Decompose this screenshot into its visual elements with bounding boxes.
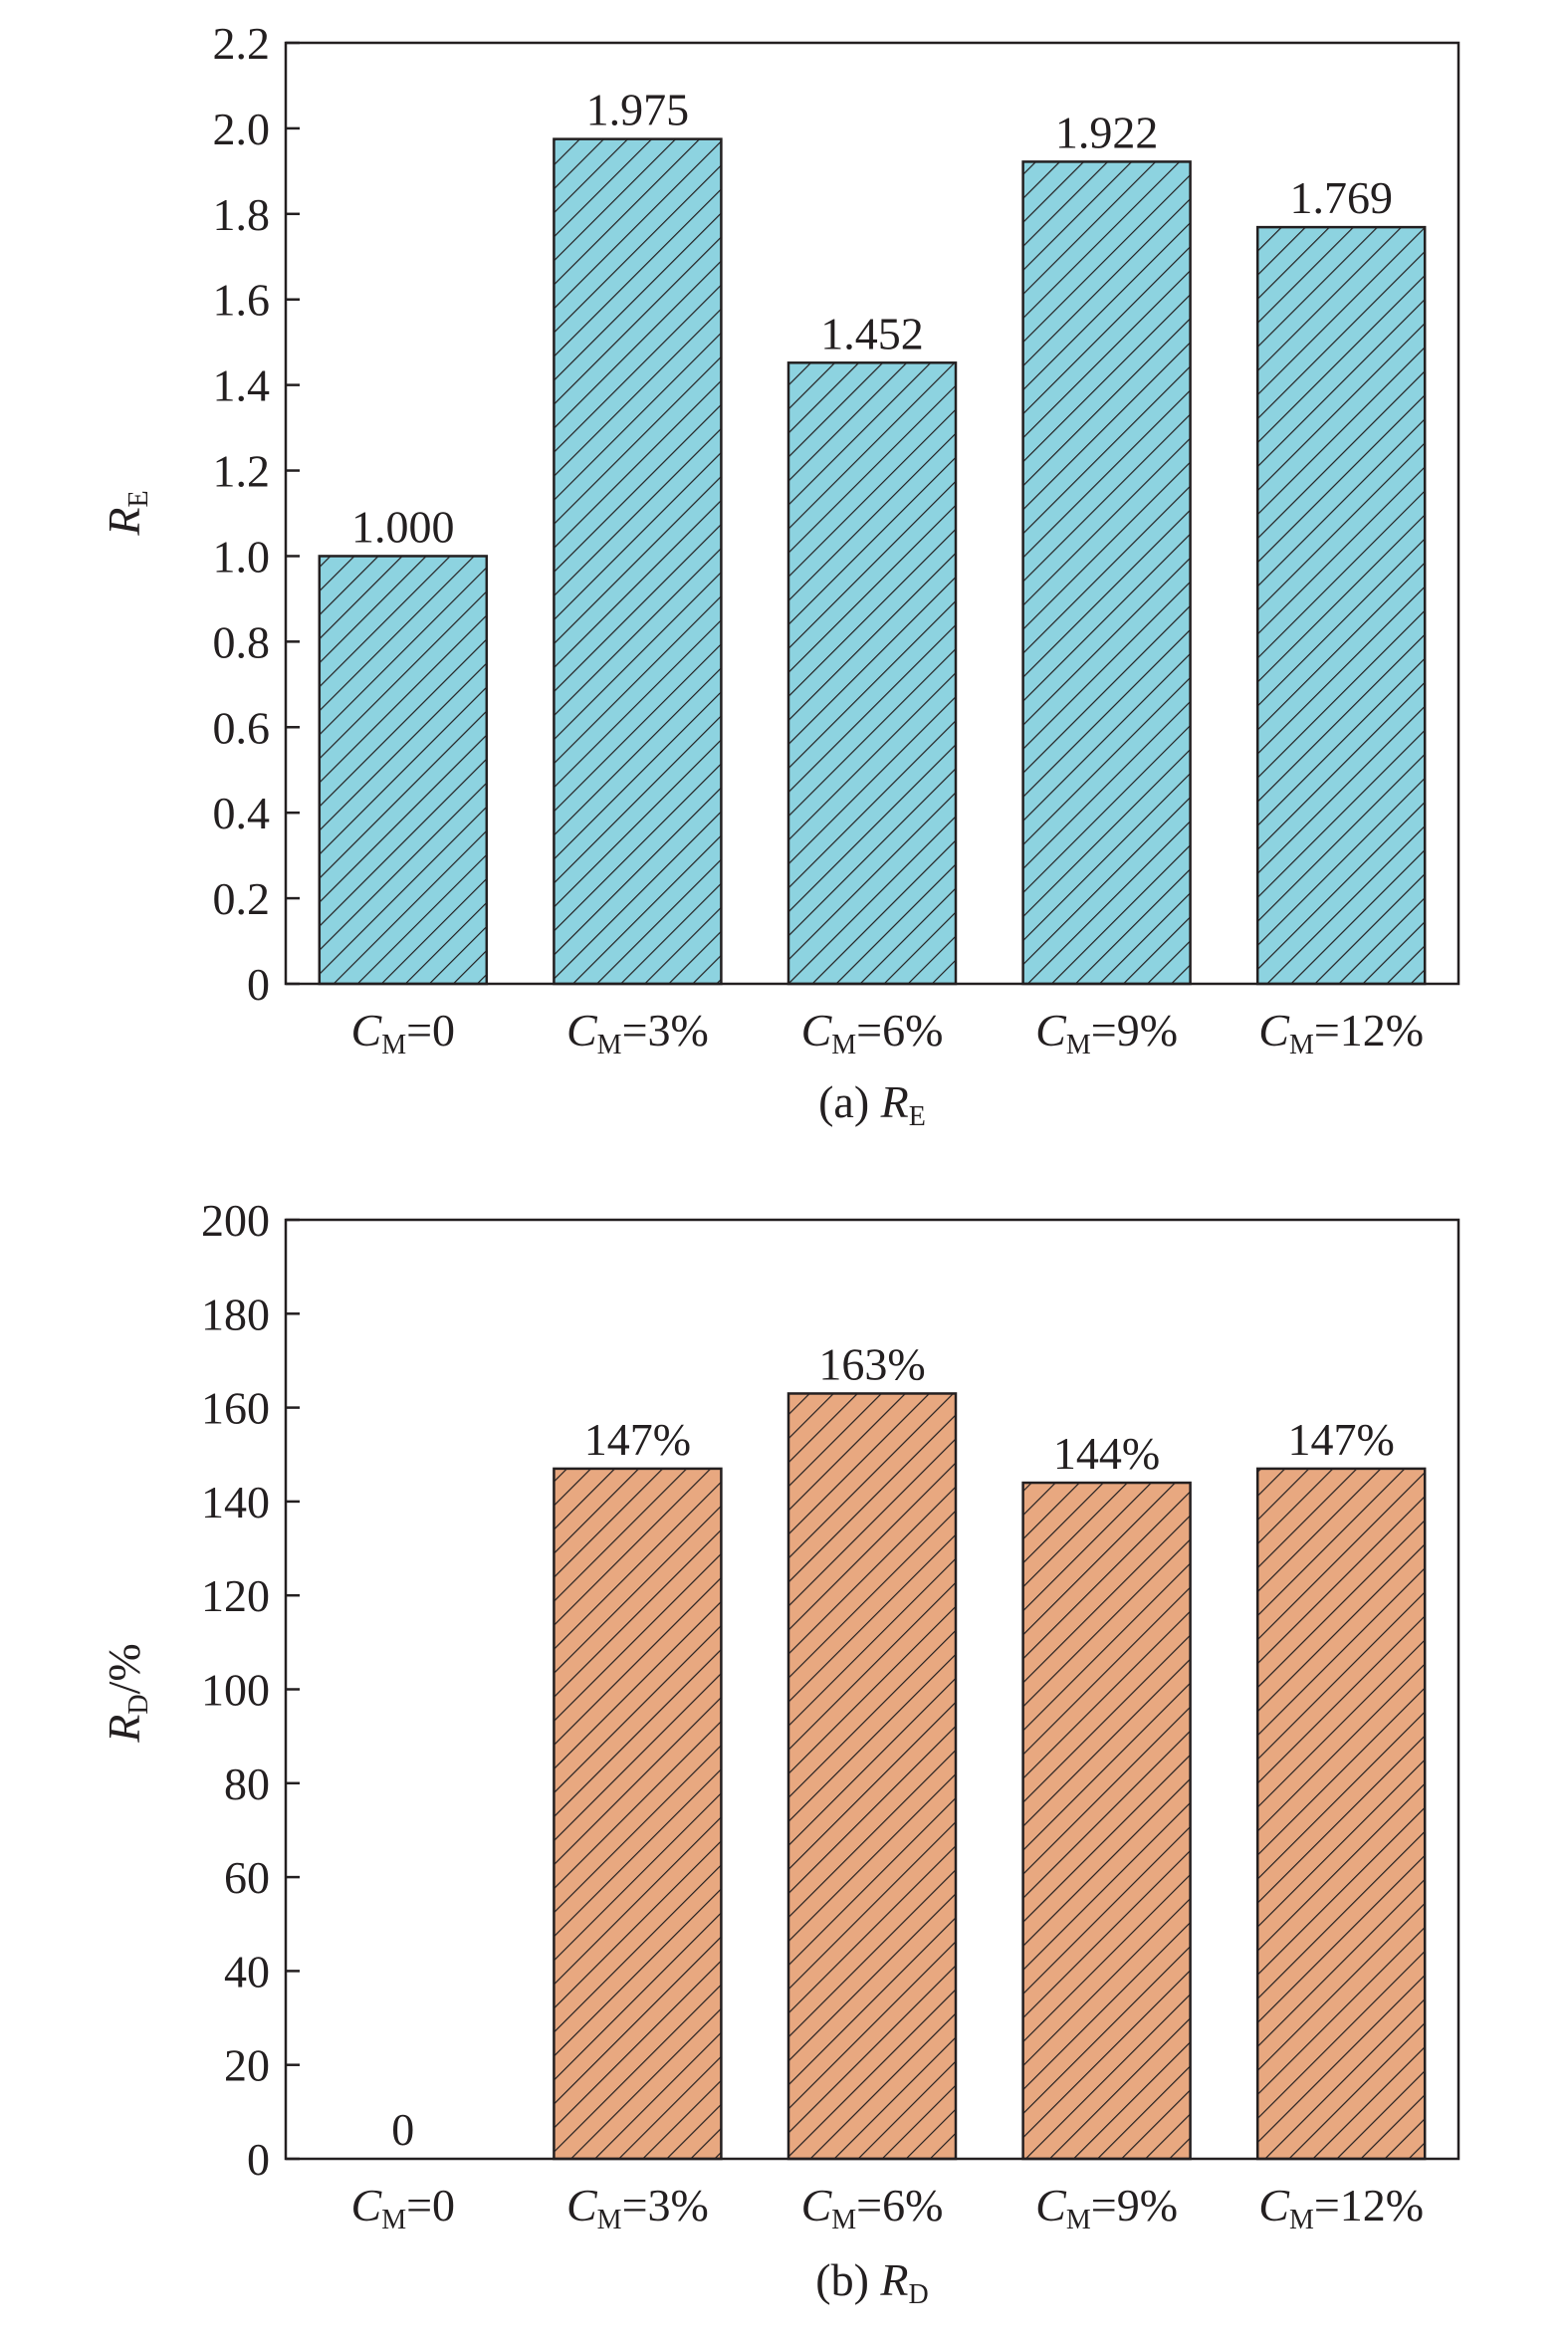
y-tick-label: 20: [224, 2040, 270, 2091]
y-tick-label: 0.2: [213, 873, 271, 924]
chart-panel-1: 0 147% 163% 144% 147% 0 20 40 60 80 100 120 140 160 18…: [99, 1195, 1460, 2310]
y-tick-label: 2.0: [213, 104, 271, 154]
y-tick-label: 1.0: [213, 531, 271, 582]
x-tick-label: CM=9%: [1035, 2180, 1178, 2235]
data-label: 1.452: [820, 308, 924, 358]
y-tick-label: 1.2: [213, 446, 271, 497]
bar: [1255, 1467, 1427, 2161]
y-tick-label: 200: [201, 1195, 270, 1246]
x-tick-label: CM=6%: [801, 2180, 944, 2235]
y-tick-label: 1.6: [213, 275, 271, 326]
x-tick-label: CM=0: [351, 1005, 456, 1060]
bar: [786, 1392, 958, 2161]
y-tick-label: 0: [247, 2134, 270, 2185]
y-tick-label: 0.4: [213, 788, 271, 838]
x-tick-label: CM=0: [351, 2180, 456, 2235]
y-tick-label: 1.8: [213, 189, 271, 240]
bar: [1021, 1481, 1192, 2161]
y-tick-label: 160: [201, 1383, 270, 1434]
y-axis-label: RD/%: [99, 1643, 154, 1743]
y-tick-label: 40: [224, 1946, 270, 1996]
chart-caption: (b) RD: [815, 2254, 928, 2310]
bar: [553, 137, 723, 986]
plot-frame: [284, 41, 1460, 986]
x-tick-label: CM=3%: [566, 1005, 709, 1060]
x-tick-label: CM=12%: [1258, 2180, 1424, 2235]
data-label: 144%: [1053, 1428, 1160, 1479]
bar: [1255, 225, 1427, 986]
chart-panel-0: 1.000 1.975 1.452 1.922 1.769 0 0.2 0.4 0.6 0.8 1.…: [99, 18, 1460, 1132]
bar: [553, 1467, 723, 2161]
y-tick-label: 1.4: [213, 360, 271, 411]
y-tick-label: 140: [201, 1477, 270, 1527]
y-tick-label: 2.2: [213, 18, 271, 69]
bar: [786, 361, 958, 986]
x-tick-label: CM=12%: [1258, 1005, 1424, 1060]
y-tick-label: 0.8: [213, 616, 271, 667]
y-axis-label: RE: [99, 490, 154, 536]
x-tick-label: CM=6%: [801, 1005, 944, 1060]
y-tick-label: 100: [201, 1665, 270, 1716]
data-label: 163%: [818, 1338, 925, 1389]
data-label: 147%: [1288, 1414, 1395, 1465]
bar: [1021, 160, 1192, 986]
data-label: 1.000: [351, 501, 455, 552]
y-tick-label: 0: [247, 959, 270, 1010]
bar: [318, 555, 489, 986]
y-tick-label: 120: [201, 1570, 270, 1621]
y-tick-label: 60: [224, 1852, 270, 1903]
x-tick-label: CM=3%: [566, 2180, 709, 2235]
data-label: 147%: [584, 1414, 691, 1465]
x-tick-label: CM=9%: [1035, 1005, 1178, 1060]
y-tick-label: 0.6: [213, 702, 271, 753]
data-label: 1.975: [586, 85, 690, 135]
data-label: 0: [391, 2104, 414, 2155]
chart-caption: (a) RE: [818, 1076, 926, 1132]
data-label: 1.922: [1055, 107, 1159, 157]
y-tick-label: 80: [224, 1759, 270, 1809]
data-label: 1.769: [1289, 172, 1393, 223]
y-tick-label: 180: [201, 1289, 270, 1339]
